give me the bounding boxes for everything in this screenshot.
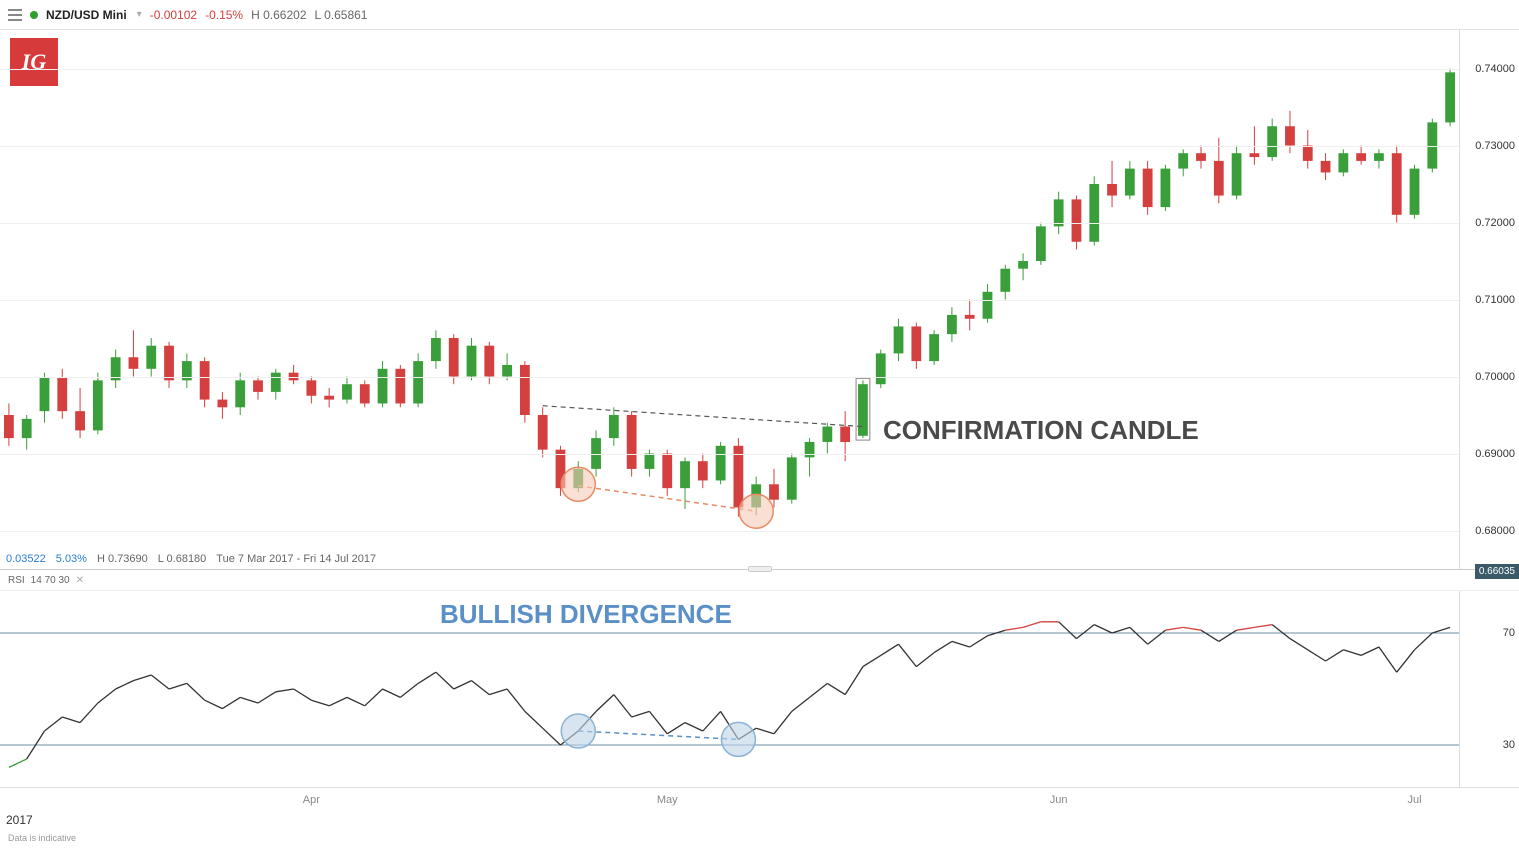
range-high: H 0.73690 [97, 553, 148, 565]
change-pct: -0.15% [205, 8, 243, 22]
symbol-name[interactable]: NZD/USD Mini [46, 8, 127, 22]
footer-note: Data is indicative [0, 829, 1519, 849]
x-tick: May [657, 794, 678, 806]
high-label: H 0.66202 [251, 8, 306, 22]
rsi-y-axis: 3070 [1459, 591, 1519, 787]
price-y-axis: 0.680000.690000.700000.710000.720000.730… [1459, 30, 1519, 569]
range-dates: Tue 7 Mar 2017 - Fri 14 Jul 2017 [216, 553, 376, 565]
range-change: 0.03522 [6, 553, 46, 565]
range-low: L 0.68180 [158, 553, 207, 565]
current-price-badge: 0.66035 [1475, 564, 1519, 579]
range-pct: 5.03% [56, 553, 87, 565]
time-axis: 2017 Apr May Jun Jul [0, 787, 1519, 829]
year-label: 2017 [6, 813, 33, 827]
change-abs: -0.00102 [150, 8, 197, 22]
chevron-down-icon[interactable]: ▾ [137, 9, 142, 20]
x-tick: Jun [1050, 794, 1068, 806]
x-tick: Apr [303, 794, 320, 806]
chart-header: NZD/USD Mini ▾ -0.00102 -0.15% H 0.66202… [0, 0, 1519, 30]
price-panel[interactable]: IG 0.680000.690000.700000.710000.720000.… [0, 30, 1519, 569]
x-tick: Jul [1407, 794, 1421, 806]
rsi-header: RSI 14 70 30 ✕ [0, 569, 1519, 591]
status-dot-icon [30, 11, 38, 19]
low-label: L 0.65861 [315, 8, 368, 22]
rsi-label: RSI [8, 575, 25, 586]
rsi-chart[interactable] [0, 591, 1459, 787]
rsi-params: 14 70 30 [31, 575, 70, 586]
close-icon[interactable]: ✕ [76, 575, 84, 586]
range-info-bar: 0.03522 5.03% H 0.73690 L 0.68180 Tue 7 … [6, 553, 376, 565]
rsi-panel[interactable]: BULLISH DIVERGENCE 3070 [0, 591, 1519, 787]
menu-icon[interactable] [8, 9, 22, 21]
panel-resize-handle[interactable] [748, 566, 772, 572]
